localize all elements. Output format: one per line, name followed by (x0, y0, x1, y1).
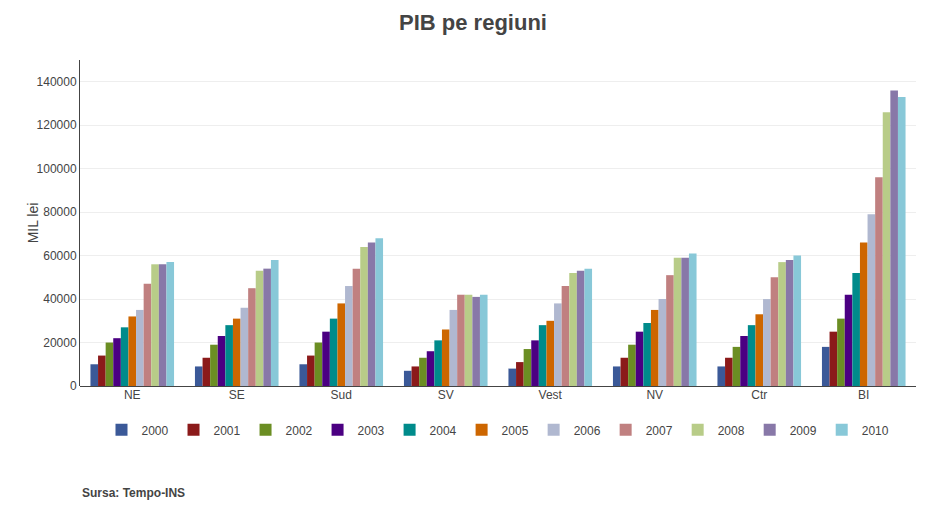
svg-text:SV: SV (438, 388, 454, 402)
svg-text:Vest: Vest (539, 388, 563, 402)
svg-text:120000: 120000 (37, 118, 77, 132)
svg-text:2008: 2008 (718, 424, 745, 438)
svg-text:NE: NE (124, 388, 141, 402)
svg-text:20000: 20000 (43, 336, 77, 350)
svg-text:2005: 2005 (502, 424, 529, 438)
svg-text:100000: 100000 (37, 162, 77, 176)
svg-text:2000: 2000 (142, 424, 169, 438)
svg-text:140000: 140000 (37, 75, 77, 89)
svg-text:2010: 2010 (862, 424, 889, 438)
svg-text:2003: 2003 (358, 424, 385, 438)
svg-text:2004: 2004 (430, 424, 457, 438)
svg-text:Sursa: Tempo-INS: Sursa: Tempo-INS (82, 486, 185, 500)
svg-text:40000: 40000 (43, 292, 77, 306)
svg-text:2002: 2002 (286, 424, 313, 438)
svg-text:0: 0 (70, 379, 77, 393)
svg-text:MIL lei: MIL lei (25, 203, 41, 244)
svg-text:NV: NV (646, 388, 663, 402)
svg-text:2007: 2007 (646, 424, 673, 438)
svg-text:2006: 2006 (574, 424, 601, 438)
svg-text:PIB pe regiuni: PIB pe regiuni (399, 10, 547, 35)
svg-text:2009: 2009 (790, 424, 817, 438)
svg-text:Ctr: Ctr (751, 388, 767, 402)
svg-text:SE: SE (229, 388, 245, 402)
svg-text:60000: 60000 (43, 249, 77, 263)
svg-text:BI: BI (858, 388, 869, 402)
svg-text:2001: 2001 (214, 424, 241, 438)
svg-text:Sud: Sud (331, 388, 352, 402)
svg-text:80000: 80000 (43, 205, 77, 219)
